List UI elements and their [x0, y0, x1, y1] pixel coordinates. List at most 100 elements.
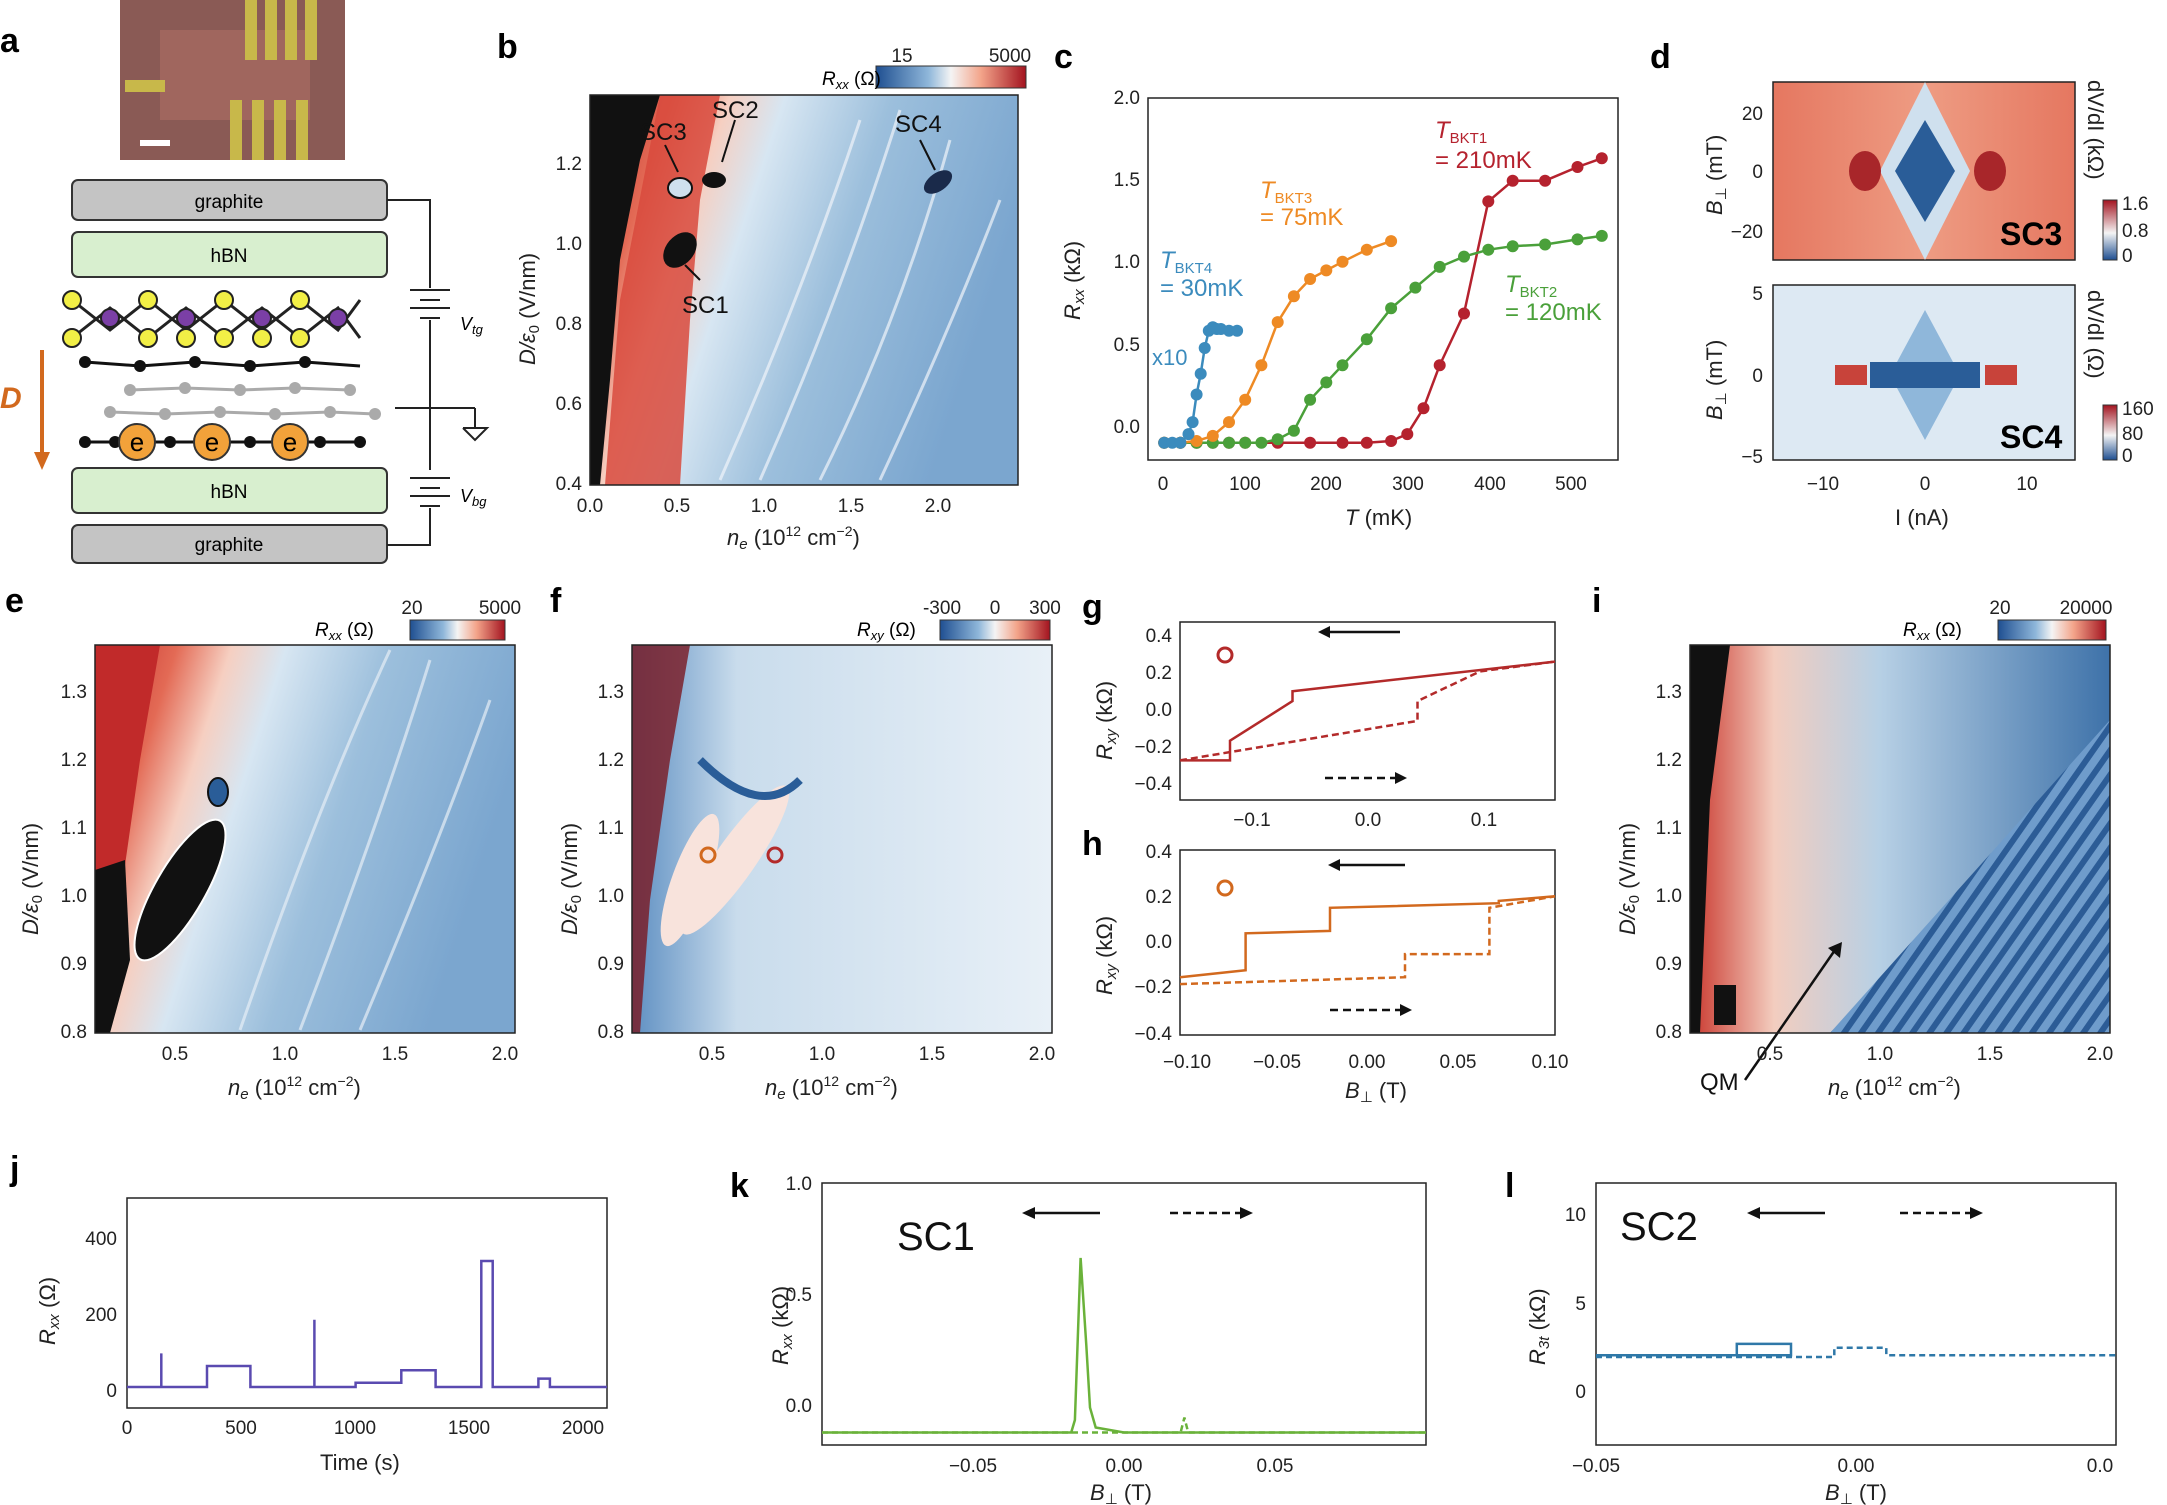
point-c-2-6: [1255, 359, 1268, 372]
ytick-k-1: 0.5: [786, 1285, 812, 1306]
series-c: [1158, 152, 1608, 449]
point-c-0-14: [1458, 307, 1470, 320]
arrow-left-k-head: [1022, 1207, 1035, 1219]
point-c-3-6: [1194, 367, 1207, 380]
qm-arrow: [1743, 949, 1837, 1081]
frame-k: [821, 1182, 1427, 1446]
d-arrow-head: [34, 452, 50, 470]
panel-label-g: g: [1082, 588, 1103, 626]
ytick-d-top-1: 0: [1752, 162, 1763, 183]
xtick-i-2: 1.5: [1977, 1044, 2003, 1065]
sc4-core: [1870, 362, 1980, 388]
sc3-peak-left: [1849, 151, 1881, 191]
cbar-min-e: 20: [401, 598, 422, 619]
ytick-e-2: 1.0: [61, 886, 87, 907]
point-c-3-5: [1190, 388, 1203, 401]
ylabel-j: Rxx (Ω): [35, 1277, 63, 1345]
series-g-0: [1180, 660, 1556, 762]
point-c-0-17: [1539, 174, 1552, 187]
point-c-0-13: [1433, 359, 1446, 372]
ytick-g-4: −0.4: [1134, 774, 1172, 795]
sc4-label-d: SC4: [2000, 419, 2062, 455]
ytick-i-3: 1.1: [1656, 818, 1682, 839]
sc2-pocket-e: [207, 777, 229, 807]
point-c-0-9: [1360, 436, 1373, 449]
xticks-d: −10 0 10: [1807, 474, 2038, 495]
ytick-c-0: 0.0: [1114, 417, 1140, 438]
xticks-h: −0.10 −0.05 0.00 0.05 0.10: [1163, 1052, 1569, 1073]
point-c-2-8: [1287, 290, 1300, 303]
point-c-1-10: [1320, 376, 1333, 389]
ytick-d-bot-1: 0: [1752, 366, 1763, 387]
xtick-c-5: 500: [1555, 474, 1587, 495]
point-c-1-21: [1595, 229, 1608, 242]
cbar1-title: dV/dI (kΩ): [2083, 80, 2108, 180]
ylabel-g: Rxy (kΩ): [1092, 681, 1120, 760]
panel-label-c: c: [1054, 38, 1073, 76]
xtick-h-3: 0.05: [1440, 1052, 1477, 1073]
insulating-region-e: [95, 860, 130, 1033]
hbn-top-layer: [71, 231, 388, 278]
colorbar-i: [1997, 619, 2107, 641]
series-h-1: [1179, 895, 1556, 986]
xticks-c: 0 100 200 300 400 500: [1158, 474, 1587, 495]
ytick-b-1: 0.6: [556, 394, 582, 415]
xlabel-e: ne (1012 cm−2): [228, 1073, 361, 1103]
point-c-1-5: [1239, 436, 1252, 449]
xtick-i-3: 2.0: [2087, 1044, 2113, 1065]
colorbar-b: [875, 65, 1027, 89]
marker-orange-f: [699, 846, 717, 864]
xtick-h-2: 0.00: [1349, 1052, 1386, 1073]
colorbar-d-bottom: [2102, 404, 2118, 461]
panel-b: b SC3 SC2 SC1 SC4 0.0 0.5 1.0 1.5 2.0: [497, 28, 1031, 553]
rxx-colormap-e: [95, 645, 515, 1033]
cbar-max-i: 20000: [2060, 598, 2113, 619]
panel-label-d: d: [1650, 38, 1671, 76]
point-c-1-16: [1458, 250, 1470, 263]
ylabel-b: D/ε0 (V/nm): [515, 253, 543, 365]
panel-label-f: f: [550, 582, 562, 620]
point-c-0-15: [1482, 195, 1495, 208]
point-c-0-7: [1304, 436, 1317, 449]
xlabel-c: T (mK): [1345, 505, 1412, 530]
xtick-i-1: 1.0: [1867, 1044, 1893, 1065]
sc4-pocket: [923, 170, 953, 194]
ytick-f-3: 1.1: [598, 818, 624, 839]
panel-label-i: i: [1592, 582, 1601, 620]
hbn-bottom-label: hBN: [211, 482, 248, 503]
ytick-c-1: 0.5: [1114, 335, 1140, 356]
xticks-g: −0.1 0.0 0.1: [1233, 810, 1497, 831]
xtick-f-3: 2.0: [1029, 1044, 1055, 1065]
yticks-h: 0.4 0.2 0.0 −0.2 −0.4: [1134, 842, 1172, 1045]
panel-c: c 0 100 200 300 400 500 0.0 0.5 1.0 1.5 …: [1054, 38, 1619, 530]
ytick-b-2: 0.8: [556, 314, 582, 335]
insulating-region-i: [1690, 645, 1730, 1033]
point-c-2-7: [1271, 316, 1284, 329]
cbar-min-f: -300: [923, 598, 961, 619]
xtick-e-1: 1.0: [272, 1044, 298, 1065]
frame-h: [1179, 849, 1556, 1036]
point-c-2-4: [1223, 416, 1235, 429]
xtick-l-0: −0.05: [1572, 1456, 1620, 1477]
panel-l: l SC2 10 5 0 −0.05 0.00 0.0 B⊥ (T) R3t (…: [1505, 1167, 2117, 1505]
series-j: [127, 1259, 607, 1389]
ytick-l-0: 10: [1565, 1205, 1586, 1226]
xtick-k-1: 0.00: [1106, 1456, 1143, 1477]
point-c-1-14: [1409, 281, 1422, 294]
graphite-top-label: graphite: [195, 192, 264, 213]
xticks-i: 0.5 1.0 1.5 2.0: [1757, 1044, 2113, 1065]
point-c-2-3: [1206, 429, 1219, 442]
xtick-k-0: −0.05: [949, 1456, 997, 1477]
point-c-1-18: [1506, 240, 1519, 253]
panel-i: i QM 0.5 1.0 1.5 2.0 0.8 0.9 1.0 1.1 1.2…: [1592, 582, 2113, 1103]
cbar2-title: dV/dI (Ω): [2083, 290, 2108, 379]
ylabel-f: D/ε0 (V/nm): [557, 823, 585, 935]
sc3-label-d: SC3: [2000, 216, 2062, 252]
ytick-h-1: 0.2: [1146, 887, 1172, 908]
sc4-label-b: SC4: [895, 111, 942, 138]
ytick-h-2: 0.0: [1146, 932, 1172, 953]
cbar-title-b: Rxx (Ω): [822, 69, 881, 92]
ytick-c-2: 1.0: [1114, 252, 1140, 273]
sc3-diamond-inner: [1895, 120, 1955, 222]
